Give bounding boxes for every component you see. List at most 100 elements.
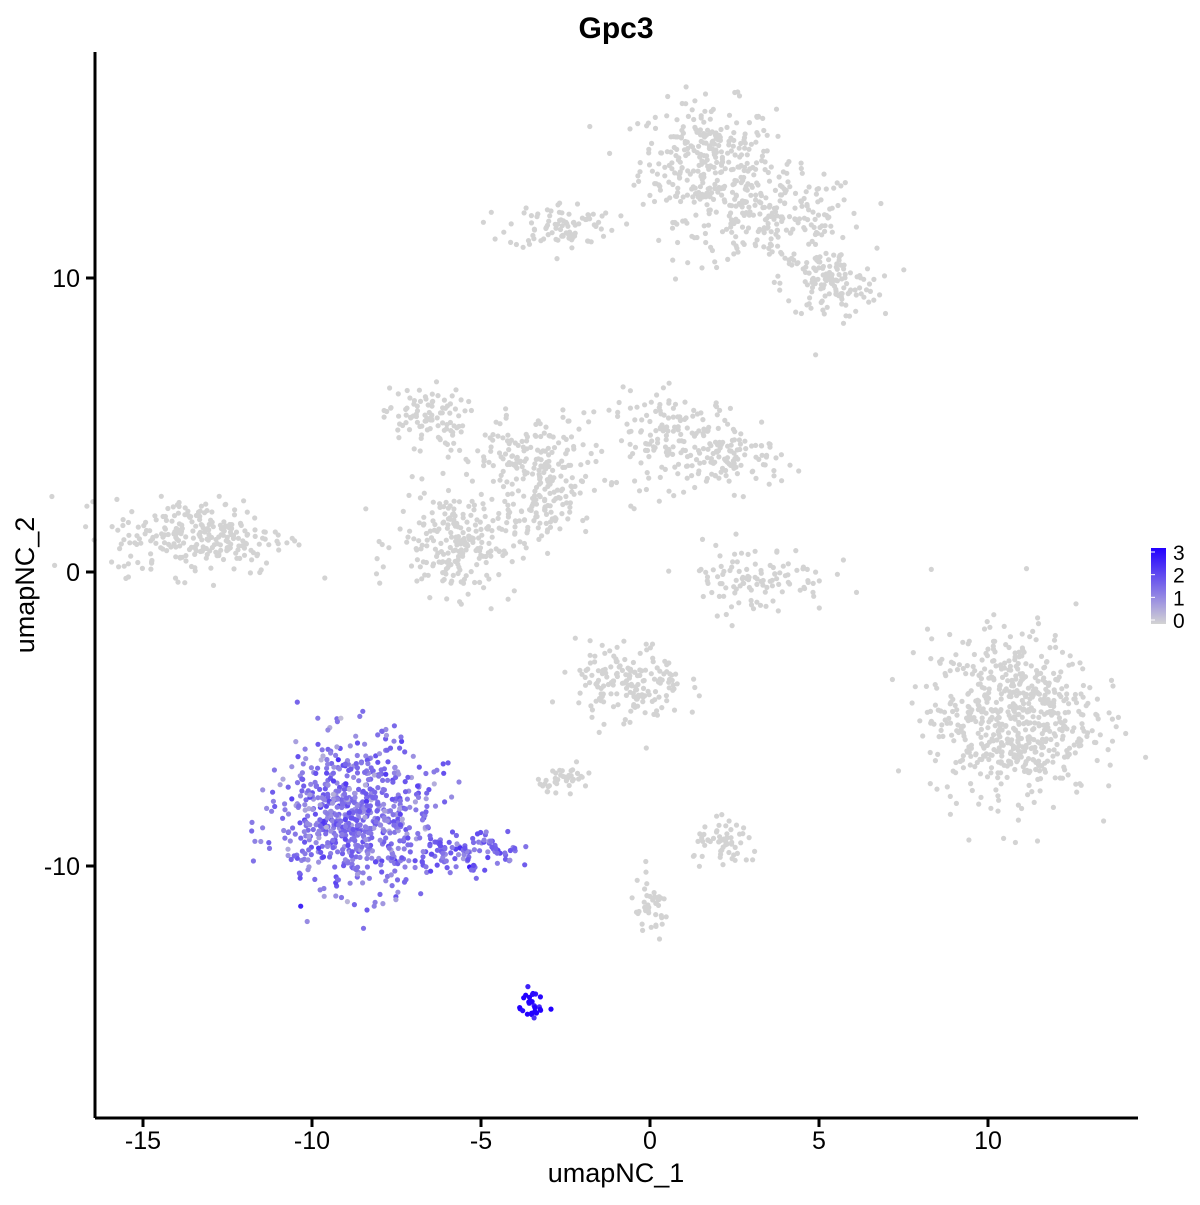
cell-point <box>407 849 413 855</box>
cell-point <box>766 178 773 184</box>
cell-point <box>712 181 718 187</box>
cell-point <box>1041 699 1048 706</box>
cell-point <box>463 471 470 477</box>
cell-point <box>313 822 319 828</box>
cell-point <box>1077 660 1083 666</box>
cell-point <box>784 170 790 176</box>
cell-point <box>330 837 336 843</box>
cell-point <box>700 417 706 423</box>
cell-point <box>181 540 187 546</box>
cell-point <box>1008 667 1014 673</box>
legend-label: 3 <box>1173 542 1185 565</box>
cell-point <box>482 513 488 520</box>
cell-point <box>83 524 89 530</box>
cell-point <box>425 824 431 830</box>
cell-point <box>767 241 774 247</box>
cell-point <box>656 182 662 188</box>
cell-point <box>424 537 430 543</box>
cell-point <box>549 449 555 455</box>
cell-point <box>1057 726 1063 732</box>
cell-point <box>223 538 229 544</box>
cell-point <box>474 831 481 837</box>
cell-point <box>671 134 677 140</box>
cell-point <box>657 474 663 480</box>
cell-point <box>1026 782 1032 789</box>
cell-point <box>710 835 717 842</box>
cell-point <box>528 213 535 219</box>
cell-point <box>545 445 551 451</box>
cell-point <box>334 719 340 725</box>
cell-point <box>458 429 464 435</box>
cell-point <box>802 585 808 592</box>
cell-point <box>950 660 957 667</box>
cell-point <box>364 803 370 809</box>
cell-point <box>220 556 227 563</box>
cell-point <box>574 770 581 777</box>
cell-point <box>381 828 387 834</box>
cell-point <box>481 837 487 843</box>
cell-point <box>670 414 676 420</box>
cell-point <box>1080 682 1086 689</box>
cell-point <box>261 529 267 535</box>
cell-point <box>116 564 122 570</box>
cell-point <box>644 470 650 476</box>
cell-point <box>531 227 538 233</box>
cell-point <box>986 690 992 696</box>
cell-point <box>488 448 494 454</box>
cell-point <box>317 786 323 793</box>
cell-point <box>428 417 434 423</box>
cell-point <box>889 676 896 683</box>
cell-point <box>519 438 525 444</box>
cell-point <box>397 745 403 751</box>
cell-point <box>399 738 405 745</box>
chart-title: Gpc3 <box>578 12 653 45</box>
cell-point <box>689 233 695 239</box>
cell-point <box>461 535 467 542</box>
cell-point <box>813 191 820 197</box>
cell-point <box>663 693 670 699</box>
cell-point <box>387 385 393 391</box>
cell-point <box>260 535 266 541</box>
cell-point <box>710 106 716 112</box>
cell-point <box>1077 737 1083 743</box>
cell-point <box>586 419 592 425</box>
cell-point <box>701 223 707 229</box>
cell-point <box>861 294 867 300</box>
cell-point <box>761 127 767 134</box>
cell-point <box>834 180 840 186</box>
cell-point <box>351 774 357 781</box>
cell-point <box>570 776 577 783</box>
cell-point <box>456 413 462 419</box>
cell-point <box>260 787 266 793</box>
cell-point <box>138 540 144 546</box>
cell-point <box>923 683 930 690</box>
cell-point <box>266 542 272 548</box>
cell-point <box>746 212 752 218</box>
cell-point <box>1061 754 1068 760</box>
cell-point <box>1080 725 1086 731</box>
cell-point <box>304 820 310 827</box>
cell-point <box>502 850 508 856</box>
cell-point <box>524 1011 531 1017</box>
cell-point <box>569 489 575 495</box>
cell-point <box>634 877 640 883</box>
cell-point <box>740 574 746 581</box>
y-tick-label: 0 <box>66 559 80 587</box>
cell-point <box>716 475 722 481</box>
cell-point <box>702 230 709 237</box>
cell-point <box>317 823 323 829</box>
cell-point <box>583 667 589 674</box>
cell-point <box>726 213 732 219</box>
cell-point <box>675 239 681 246</box>
cell-point <box>398 734 404 740</box>
cell-point <box>1076 743 1082 749</box>
cell-point <box>1025 792 1031 798</box>
cell-point <box>1062 767 1068 773</box>
cell-point <box>578 462 584 468</box>
cell-point <box>743 446 749 452</box>
cell-point <box>799 203 805 209</box>
cell-point <box>339 801 345 807</box>
cell-point <box>397 421 403 427</box>
cell-point <box>644 647 650 653</box>
cell-point <box>882 310 889 317</box>
